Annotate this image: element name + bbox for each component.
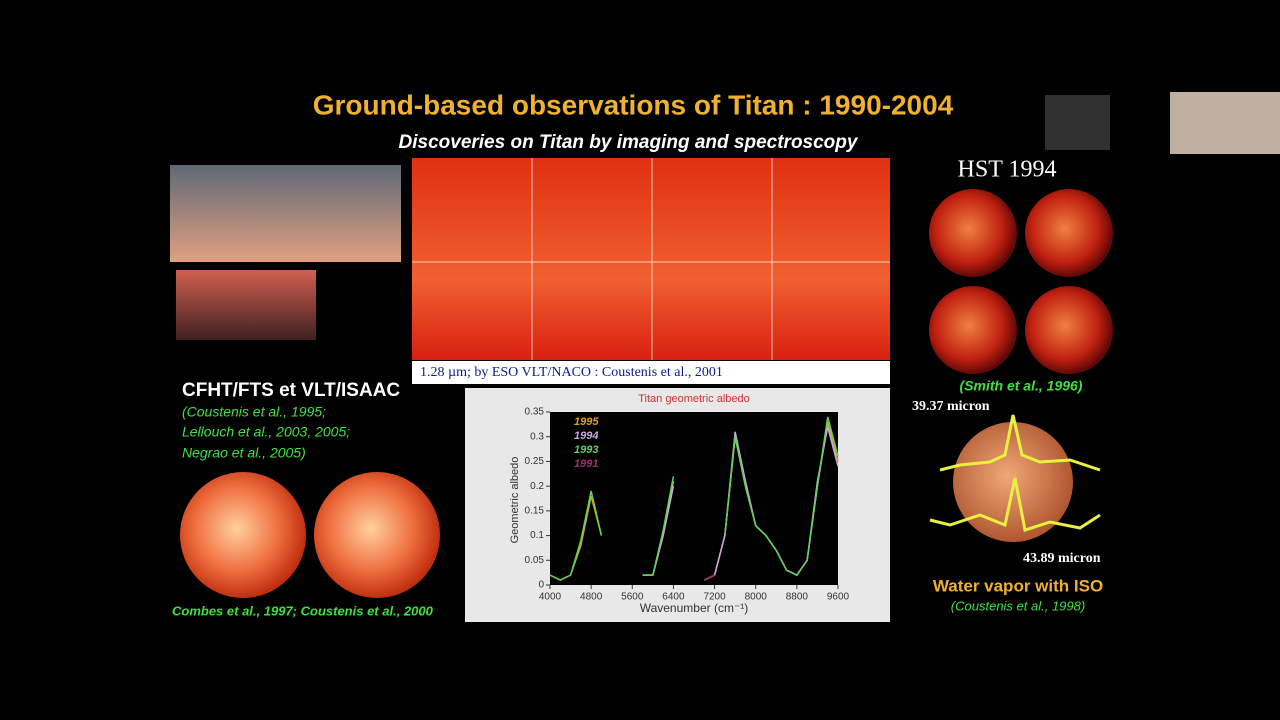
y-tick-label: 0.2 [530, 481, 544, 492]
dome-photo [176, 270, 316, 340]
y-tick-label: 0.15 [525, 505, 545, 516]
iso-spectrum [939, 414, 1101, 472]
hst-ref: (Smith et al., 1996) [960, 378, 1083, 394]
map-grid [412, 158, 890, 360]
y-tick-label: 0 [538, 580, 544, 591]
titan-map [412, 158, 890, 360]
y-tick-label: 0.05 [525, 555, 545, 566]
legend-entry: 1994 [574, 430, 598, 442]
iso-spectrum [929, 477, 1101, 532]
chart-title: Titan geometric albedo [638, 393, 750, 405]
x-tick-label: 8000 [745, 592, 768, 603]
hst-disc [1025, 189, 1113, 277]
x-axis-label: Wavenumber (cm⁻¹) [640, 601, 749, 615]
left-ref: Negrao et al., 2005) [182, 445, 306, 461]
iso-label: 39.37 micron [912, 399, 990, 414]
left-heading: CFHT/FTS et VLT/ISAAC [182, 380, 400, 401]
x-tick-label: 6400 [662, 592, 685, 603]
iso-heading: Water vapor with ISO [933, 576, 1103, 595]
series-line [703, 574, 715, 581]
participant-video [1170, 92, 1280, 154]
logo-image [1045, 95, 1110, 150]
hst-disc [929, 286, 1017, 374]
y-tick-label: 0.3 [530, 431, 544, 442]
albedo-chart: Titan geometric albedo Wavenumber (cm⁻¹) G… [509, 393, 850, 615]
hst-disc [1025, 286, 1113, 374]
legend-entry: 1991 [574, 458, 598, 470]
x-tick-label: 5600 [621, 592, 644, 603]
x-tick-label: 9600 [827, 592, 850, 603]
hst-disc [929, 189, 1017, 277]
legend-entry: 1993 [574, 444, 598, 456]
plot-area [550, 412, 838, 585]
iso-label: 43.89 micron [1023, 551, 1101, 566]
hst-label: HST 1994 [958, 157, 1057, 183]
map-caption: 1.28 µm; by ESO VLT/NACO : Coustenis et … [420, 365, 723, 380]
caption-box [412, 361, 890, 384]
y-tick-label: 0.35 [525, 407, 545, 418]
iso-ref: (Coustenis et al., 1998) [951, 598, 1085, 613]
y-tick-label: 0.1 [530, 530, 544, 541]
slide-title: Ground-based observations of Titan : 199… [313, 89, 954, 120]
legend-entry: 1995 [574, 416, 599, 428]
x-tick-label: 4000 [539, 592, 562, 603]
left-bottom-ref: Combes et al., 1997; Coustenis et al., 2… [172, 603, 434, 618]
slide-subtitle: Discoveries on Titan by imaging and spec… [399, 132, 859, 153]
series-line [549, 416, 839, 581]
y-tick-label: 0.25 [525, 456, 545, 467]
left-ref: (Coustenis et al., 1995; [182, 404, 326, 420]
x-tick-label: 4800 [580, 592, 603, 603]
left-ref: Lellouch et al., 2003, 2005; [182, 424, 350, 440]
cfht-disc [180, 472, 306, 598]
y-axis-label: Geometric albedo [509, 457, 521, 544]
cfht-disc [314, 472, 440, 598]
x-tick-label: 8800 [786, 592, 809, 603]
x-tick-label: 7200 [703, 592, 726, 603]
vlt-photo [170, 165, 401, 262]
